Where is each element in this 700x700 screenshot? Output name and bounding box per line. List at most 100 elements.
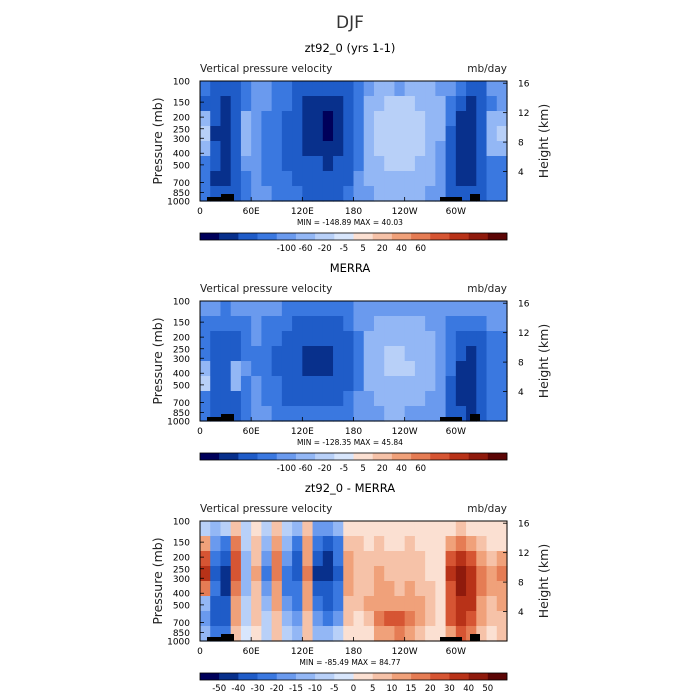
- field-cell: [333, 626, 344, 642]
- field-cell: [281, 141, 293, 157]
- field-cell: [414, 406, 426, 422]
- field-cell: [486, 581, 498, 597]
- field-cell: [271, 141, 283, 157]
- colorbar-label: 20: [377, 464, 388, 474]
- field-cell: [373, 521, 385, 537]
- field-cell: [312, 301, 324, 317]
- field-cell: [486, 126, 498, 142]
- colorbar-label: -30: [251, 684, 265, 694]
- field-cell: [292, 126, 303, 142]
- field-cell: [281, 596, 293, 612]
- field-cell: [394, 361, 406, 377]
- field-cell: [466, 611, 477, 627]
- colorbar-swatch: [411, 233, 431, 240]
- y-tick-label: 400: [173, 590, 190, 600]
- colorbar-swatch: [334, 673, 354, 680]
- field-cell: [414, 126, 426, 142]
- field-cell: [292, 96, 303, 112]
- colorbar-swatch: [353, 673, 373, 680]
- colorbar-label: 50: [482, 684, 493, 694]
- field-cell: [486, 626, 498, 642]
- field-cell: [373, 346, 385, 362]
- field-cell: [414, 186, 426, 202]
- field-cell: [322, 536, 334, 552]
- field-cell: [281, 521, 293, 537]
- field-cell: [363, 301, 375, 317]
- field-cell: [373, 406, 385, 422]
- colorbar: -100 -60 -20 -5 5 20 40 60: [199, 452, 508, 474]
- colorbar-swatch: [315, 453, 335, 460]
- field-cell: [333, 376, 344, 392]
- field-cell: [394, 551, 406, 567]
- field-cell: [466, 536, 477, 552]
- field-cell: [353, 361, 365, 377]
- field-cell: [251, 361, 262, 377]
- field-cell: [414, 111, 426, 127]
- colorbar-label: 0: [351, 684, 356, 694]
- field-cell: [373, 331, 385, 347]
- field-cell: [466, 156, 477, 172]
- field-cell: [271, 536, 283, 552]
- field-cell: [363, 346, 375, 362]
- field-cell: [220, 611, 232, 627]
- field-cell: [210, 551, 222, 567]
- field-cell: [281, 96, 293, 112]
- field-cell: [230, 96, 242, 112]
- field-cell: [230, 171, 242, 187]
- field-cell: [333, 596, 344, 612]
- field-cell: [322, 611, 334, 627]
- field-cell: [466, 301, 477, 317]
- field-cell: [414, 316, 426, 332]
- field-cell: [466, 111, 477, 127]
- colorbar-swatch: [353, 233, 373, 240]
- colorbar-label: -60: [299, 464, 313, 474]
- field-cell: [240, 566, 252, 582]
- field-cell: [281, 581, 293, 597]
- field-cell: [240, 96, 252, 112]
- x-tick-label: 180: [345, 427, 362, 437]
- field-cell: [466, 331, 477, 347]
- field-cell: [466, 406, 477, 422]
- field-cell: [373, 581, 385, 597]
- field-cell: [384, 521, 396, 537]
- field-cell: [496, 521, 508, 537]
- field-cell: [261, 536, 273, 552]
- field-cell: [240, 186, 252, 202]
- field-cell: [384, 376, 396, 392]
- field-cell: [200, 81, 211, 97]
- field-cell: [230, 126, 242, 142]
- field-cell: [455, 126, 467, 142]
- field-cell: [312, 96, 324, 112]
- field-cell: [486, 551, 498, 567]
- field-cell: [200, 521, 211, 537]
- field-cell: [343, 111, 355, 127]
- field-cell: [353, 81, 365, 97]
- field-cell: [281, 186, 293, 202]
- field-cell: [271, 521, 283, 537]
- colorbar-label: -100: [277, 464, 296, 474]
- min-max-text: MIN = -148.89 MAX = 40.03: [297, 218, 403, 227]
- field-cell: [476, 346, 488, 362]
- field-cell: [230, 626, 242, 642]
- field-cell: [230, 596, 242, 612]
- field-cell: [404, 566, 416, 582]
- field-cell: [476, 596, 488, 612]
- field-cell: [466, 596, 477, 612]
- topography-mask: [207, 197, 228, 201]
- field-cell: [445, 141, 457, 157]
- field-cell: [384, 316, 396, 332]
- field-cell: [363, 626, 375, 642]
- y-tick-label: 850: [173, 189, 190, 199]
- field-cell: [466, 81, 477, 97]
- field-cell: [343, 521, 355, 537]
- field-cell: [404, 406, 416, 422]
- field-cell: [445, 581, 457, 597]
- colorbar: -100 -60 -20 -5 5 20 40 60: [199, 232, 508, 254]
- field-cell: [363, 361, 375, 377]
- field-cell: [251, 96, 262, 112]
- field-cell: [455, 596, 467, 612]
- field-cell: [476, 316, 488, 332]
- field-cell: [302, 536, 314, 552]
- field-cell: [363, 611, 375, 627]
